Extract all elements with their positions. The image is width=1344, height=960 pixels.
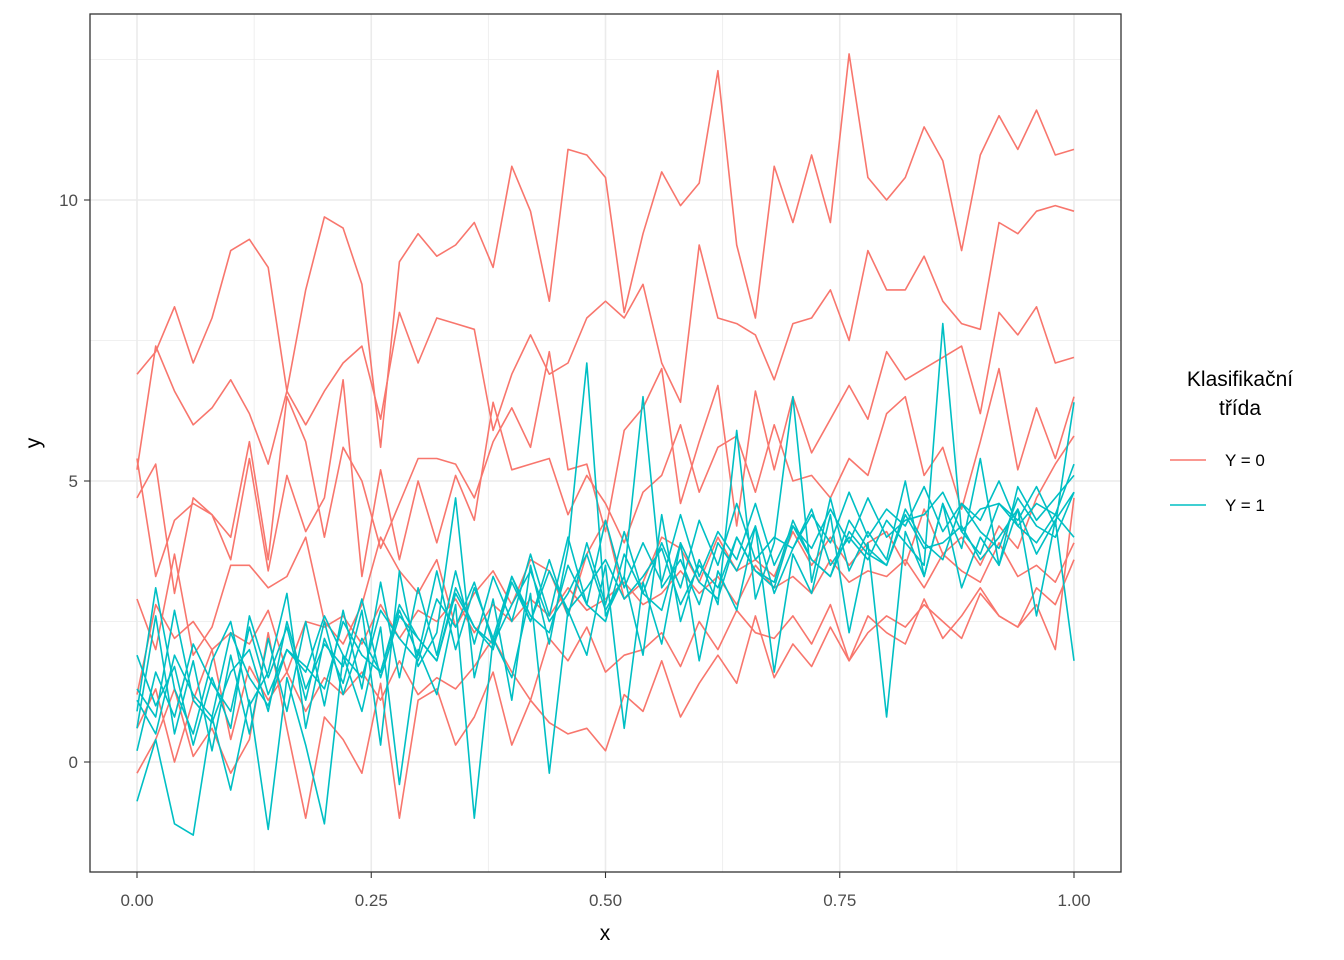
series-line-y0-0 xyxy=(136,53,1075,449)
series-line-y0-1 xyxy=(136,204,1075,470)
legend-title-line-2: třída xyxy=(1219,397,1261,420)
legend: Klasifikační třída Y = 0 Y = 1 xyxy=(1170,368,1293,515)
series-line-y1-11 xyxy=(136,502,1075,836)
legend-label-y1: Y = 1 xyxy=(1225,496,1265,515)
legend-title-line-1: Klasifikační xyxy=(1187,368,1293,391)
x-tick-label: 1.00 xyxy=(1057,891,1090,910)
series-line-y0-7 xyxy=(136,497,1075,820)
gridlines xyxy=(90,14,1121,872)
x-axis-title: x xyxy=(600,922,611,945)
series-line-y0-2 xyxy=(136,305,1075,578)
series-line-y1-8 xyxy=(136,463,1075,746)
y-tick-label: 10 xyxy=(59,191,78,210)
series-line-y0-3 xyxy=(136,367,1075,595)
series-lines xyxy=(136,53,1075,836)
y-tick-label: 5 xyxy=(69,472,78,491)
series-line-y1-13 xyxy=(136,362,1075,746)
x-axis-ticks: 0.00 0.25 0.50 0.75 1.00 xyxy=(120,872,1091,910)
y-axis-title: y xyxy=(22,437,45,448)
x-tick-label: 0.75 xyxy=(823,891,856,910)
y-axis-ticks: 0 5 10 xyxy=(59,191,90,772)
y-tick-label: 0 xyxy=(69,753,78,772)
series-line-y1-14 xyxy=(136,491,1075,735)
x-tick-label: 0.25 xyxy=(355,891,388,910)
x-tick-label: 0.00 xyxy=(120,891,153,910)
x-tick-label: 0.50 xyxy=(589,891,622,910)
legend-label-y0: Y = 0 xyxy=(1225,451,1265,470)
series-line-y1-9 xyxy=(136,402,1075,752)
